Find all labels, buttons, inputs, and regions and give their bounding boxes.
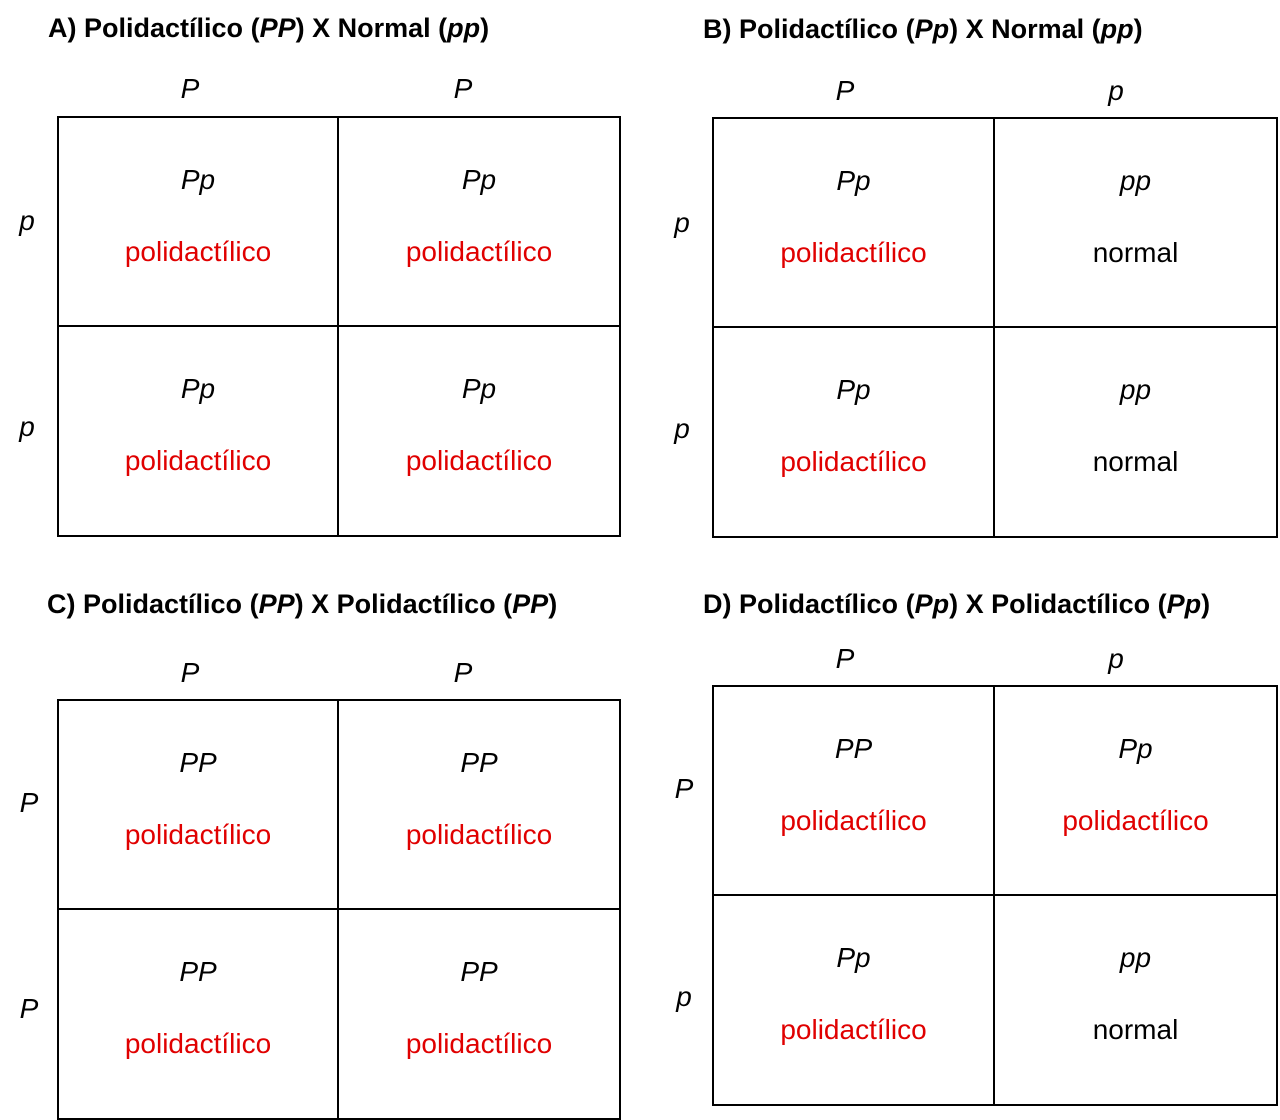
parent2-phenotype: Normal xyxy=(337,13,431,43)
offspring-phenotype: polidactílico xyxy=(405,819,553,850)
offspring-genotype: PP xyxy=(834,733,873,764)
column-gamete-label: p xyxy=(1108,643,1124,674)
offspring-genotype: Pp xyxy=(1118,733,1153,764)
offspring-phenotype: polidactílico xyxy=(405,444,553,476)
column-gamete-label: p xyxy=(1108,75,1124,106)
offspring-phenotype: polidactílico xyxy=(780,237,927,268)
title-label: D) xyxy=(703,589,732,619)
offspring-phenotype: polidactílico xyxy=(405,236,553,267)
punnett-cell: Pp polidactílico xyxy=(339,327,619,536)
punnett-grid: PP polidactílico PP polidactílico PP polidact… xyxy=(57,699,621,1120)
punnett-cell: Pp polidactílico xyxy=(714,119,995,328)
column-gamete-label: P xyxy=(180,657,200,688)
parent2-genotype: Pp xyxy=(1166,589,1202,619)
offspring-genotype: PP xyxy=(179,747,217,778)
column-gamete-label: P xyxy=(180,73,200,104)
offspring-genotype: pp xyxy=(1119,941,1152,973)
punnett-grid: Pp polidactílico Pp polidactílico Pp polidact… xyxy=(57,116,621,537)
punnett-cell: PP polidactílico xyxy=(59,701,339,910)
punnett-cell: Pp polidactílico xyxy=(339,118,619,327)
parent1-genotype: PP xyxy=(258,589,295,619)
punnett-cell: Pp polidactílico xyxy=(714,895,995,1104)
square-title: C) Polidactílico (PP) X Polidactílico (P… xyxy=(47,589,558,619)
punnett-cell: Pp polidactílico xyxy=(714,327,995,536)
square-title: B) Polidactílico (Pp) X Normal (pp) xyxy=(703,14,1143,44)
offspring-genotype: pp xyxy=(1119,165,1152,196)
row-gamete-label: p xyxy=(674,207,690,238)
title-label: B) xyxy=(703,14,732,44)
offspring-phenotype: polidactílico xyxy=(780,805,927,836)
offspring-phenotype: polidactílico xyxy=(124,1027,272,1059)
row-gamete-label: P xyxy=(19,993,39,1024)
offspring-genotype: Pp xyxy=(836,941,871,973)
row-gamete-label: p xyxy=(19,205,35,236)
punnett-cell: pp normal xyxy=(995,896,1276,1105)
punnett-cell: Pp polidactílico xyxy=(995,687,1276,896)
punnett-cell: Pp polidactílico xyxy=(59,118,339,327)
offspring-genotype: Pp xyxy=(836,165,871,196)
punnett-cell: pp normal xyxy=(995,119,1276,328)
square-title: D) Polidactílico (Pp) X Polidactílico (P… xyxy=(703,589,1211,619)
cross-symbol: X xyxy=(311,589,330,619)
offspring-genotype: PP xyxy=(179,955,217,987)
column-gamete-label: P xyxy=(453,73,473,104)
column-gamete-label: P xyxy=(835,75,855,106)
offspring-phenotype: normal xyxy=(1092,445,1179,477)
parent2-genotype: pp xyxy=(447,13,481,43)
row-gamete-label: p xyxy=(674,413,690,444)
offspring-phenotype: normal xyxy=(1092,237,1179,268)
row-gamete-label: P xyxy=(674,773,694,804)
punnett-grid: Pp polidactílico pp normal Pp polidactílico pp… xyxy=(712,117,1278,538)
offspring-genotype: Pp xyxy=(180,372,216,404)
parent2-phenotype: Normal xyxy=(991,14,1085,44)
offspring-genotype: pp xyxy=(1119,373,1152,405)
punnett-cell: PP polidactílico xyxy=(339,910,619,1119)
parent2-phenotype: Polidactílico xyxy=(991,589,1151,619)
punnett-cell: PP polidactílico xyxy=(59,909,339,1118)
offspring-genotype: Pp xyxy=(461,372,497,404)
parent2-genotype: PP xyxy=(512,589,549,619)
row-gamete-label: P xyxy=(19,787,39,818)
offspring-phenotype: polidactílico xyxy=(124,819,272,850)
parent2-genotype: pp xyxy=(1100,14,1134,44)
offspring-phenotype: polidactílico xyxy=(124,236,272,267)
offspring-phenotype: polidactílico xyxy=(405,1027,553,1059)
offspring-genotype: Pp xyxy=(180,164,216,195)
offspring-phenotype: polidactílico xyxy=(124,444,272,476)
offspring-phenotype: polidactílico xyxy=(780,445,927,477)
offspring-genotype: PP xyxy=(460,955,498,987)
column-gamete-label: P xyxy=(453,657,473,688)
column-gamete-label: P xyxy=(835,643,855,674)
parent1-phenotype: Polidactílico xyxy=(739,589,899,619)
parent2-phenotype: Polidactílico xyxy=(336,589,496,619)
parent1-phenotype: Polidactílico xyxy=(739,14,899,44)
offspring-phenotype: polidactílico xyxy=(780,1013,927,1045)
parent1-genotype: Pp xyxy=(914,14,950,44)
parent1-phenotype: Polidactílico xyxy=(84,13,244,43)
offspring-phenotype: normal xyxy=(1092,1013,1179,1045)
cross-symbol: X xyxy=(965,14,984,44)
parent1-phenotype: Polidactílico xyxy=(83,589,243,619)
cross-symbol: X xyxy=(965,589,984,619)
row-gamete-label: p xyxy=(19,411,35,442)
punnett-cell: PP polidactílico xyxy=(339,701,619,910)
parent1-genotype: PP xyxy=(259,13,296,43)
title-label: A) xyxy=(48,13,77,43)
punnett-cell: Pp polidactílico xyxy=(59,326,339,535)
punnett-grid: PP polidactílico Pp polidactílico Pp polidact… xyxy=(712,685,1278,1106)
cross-symbol: X xyxy=(312,13,331,43)
offspring-genotype: Pp xyxy=(461,164,497,195)
parent1-genotype: Pp xyxy=(914,589,950,619)
square-title: A) Polidactílico (PP) X Normal (pp) xyxy=(48,13,490,43)
punnett-cell: pp normal xyxy=(995,328,1276,537)
offspring-genotype: PP xyxy=(460,747,498,778)
row-gamete-label: p xyxy=(676,981,692,1012)
punnett-cell: PP polidactílico xyxy=(714,687,995,896)
offspring-genotype: Pp xyxy=(836,373,871,405)
offspring-phenotype: polidactílico xyxy=(1062,805,1209,836)
title-label: C) xyxy=(47,589,76,619)
